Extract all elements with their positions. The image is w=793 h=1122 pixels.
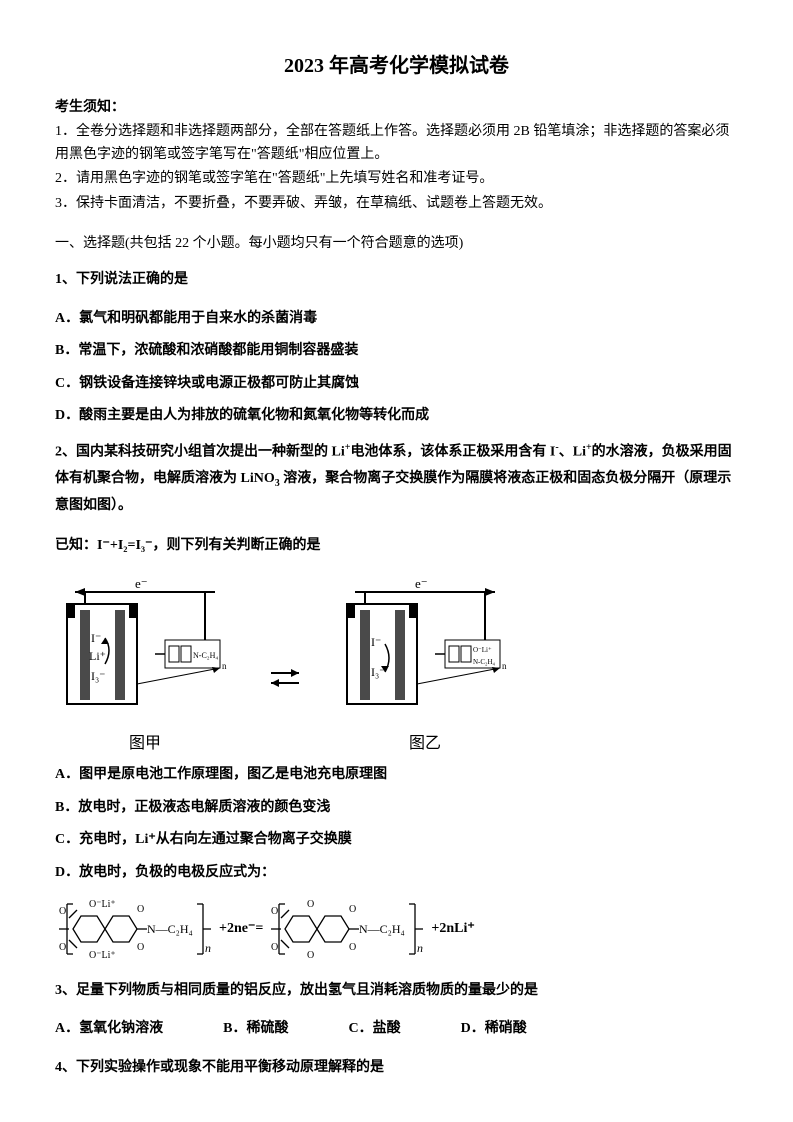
q2-stem: 2、国内某科技研究小组首次提出一种新型的 Li+电池体系，该体系正极采用含有 I… (55, 438, 738, 520)
section1-header: 一、选择题(共包括 22 个小题。每小题均只有一个符合题意的选项) (55, 233, 738, 255)
q2-stem-p3: 、Li (559, 444, 586, 459)
q2-option-b: B．放电时，正极液态电解质溶液的颜色变浅 (55, 797, 738, 819)
q2-formula: O O O⁻Li⁺ O⁻Li⁺ N—C₂H₄ O O n +2ne⁻= O O … (55, 894, 738, 964)
q1-stem: 1、下列说法正确的是 (55, 267, 738, 294)
svg-text:N-C₂H₄: N-C₂H₄ (473, 658, 496, 666)
svg-text:O: O (137, 904, 144, 915)
svg-text:O: O (349, 942, 356, 953)
svg-text:O: O (59, 942, 66, 953)
q2-figure-jia: e⁻ I⁻ Li⁺ I₃⁻ N-C₂H₄ n (55, 574, 235, 757)
svg-text:O⁻Li⁺: O⁻Li⁺ (89, 899, 116, 910)
svg-text:O: O (271, 942, 278, 953)
q4-stem: 4、下列实验操作或现象不能用平衡移动原理解释的是 (55, 1055, 738, 1082)
instruction-3: 3．保持卡面清洁，不要折叠，不要弄破、弄皱，在草稿纸、试题卷上答题无效。 (55, 193, 738, 215)
svg-text:n: n (417, 941, 423, 955)
q3-stem: 3、足量下列物质与相同质量的铝反应，放出氢气且消耗溶质物质的量最少的是 (55, 978, 738, 1005)
q3-option-b: B．稀硫酸 (223, 1018, 288, 1040)
svg-text:O⁻Li⁺: O⁻Li⁺ (473, 646, 492, 654)
equilibrium-arrows-icon (265, 601, 305, 756)
q2-option-a: A．图甲是原电池工作原理图，图乙是电池充电原理图 (55, 764, 738, 786)
page-title: 2023 年高考化学模拟试卷 (55, 50, 738, 82)
cell-diagram-jia: e⁻ I⁻ Li⁺ I₃⁻ N-C₂H₄ n (55, 574, 235, 729)
q2-option-d: D．放电时，负极的电极反应式为： (55, 862, 738, 884)
q1-option-d: D．酸雨主要是由人为排放的硫氧化物和氮氧化物等转化而成 (55, 405, 738, 427)
q3-option-a: A．氢氧化钠溶液 (55, 1018, 163, 1040)
q3-option-c: C．盐酸 (348, 1018, 400, 1040)
svg-text:n: n (222, 661, 227, 671)
q1-option-b: B．常温下，浓硫酸和浓硝酸都能用铜制容器盛装 (55, 340, 738, 362)
instruction-1: 1．全卷分选择题和非选择题两部分，全部在答题纸上作答。选择题必须用 2B 铅笔填… (55, 121, 738, 166)
svg-text:N—C₂H₄: N—C₂H₄ (147, 922, 193, 936)
q2-stem-p2: 电池体系，该体系正极采用含有 I (350, 444, 555, 459)
svg-text:I⁻: I⁻ (371, 635, 381, 649)
svg-text:O: O (137, 942, 144, 953)
q2-known: 已知：I⁻+I₂=I₃⁻，则下列有关判断正确的是 (55, 533, 738, 560)
svg-text:I₃⁻: I₃⁻ (91, 669, 106, 683)
q1-option-c: C．钢铁设备连接锌块或电源正极都可防止其腐蚀 (55, 373, 738, 395)
cell-diagram-yi: e⁻ I⁻ I₃⁻ O⁻Li⁺ N-C₂H₄ n (335, 574, 515, 729)
q1-option-a: A．氯气和明矾都能用于自来水的杀菌消毒 (55, 308, 738, 330)
q2-stem-p1: 2、国内某科技研究小组首次提出一种新型的 Li (55, 444, 345, 459)
svg-text:O: O (307, 899, 314, 910)
polymer-molecule-left: O O O⁻Li⁺ O⁻Li⁺ N—C₂H₄ O O n (55, 894, 215, 964)
svg-text:O: O (349, 904, 356, 915)
svg-text:O⁻Li⁺: O⁻Li⁺ (89, 950, 116, 961)
svg-text:n: n (502, 661, 507, 671)
polymer-molecule-right: O O O O N—C₂H₄ O O n (267, 894, 427, 964)
q2-figures: e⁻ I⁻ Li⁺ I₃⁻ N-C₂H₄ n (55, 574, 738, 757)
q2-option-c: C．充电时，Li⁺从右向左通过聚合物离子交换膜 (55, 829, 738, 851)
instructions-header: 考生须知： (55, 97, 738, 119)
svg-text:e⁻: e⁻ (415, 576, 428, 591)
svg-text:O: O (59, 906, 66, 917)
svg-text:Li⁺: Li⁺ (89, 649, 106, 663)
q3-option-d: D．稀硝酸 (461, 1018, 527, 1040)
q2-figure-yi: e⁻ I⁻ I₃⁻ O⁻Li⁺ N-C₂H₄ n 图乙 (335, 574, 515, 757)
svg-text:O: O (271, 906, 278, 917)
instruction-2: 2．请用黑色字迹的钢笔或签字笔在"答题纸"上先填写姓名和准考证号。 (55, 168, 738, 190)
formula-middle: +2ne⁻= (219, 918, 263, 940)
svg-text:I⁻: I⁻ (91, 631, 101, 645)
svg-text:n: n (205, 941, 211, 955)
svg-text:e⁻: e⁻ (135, 576, 148, 591)
fig-yi-caption: 图乙 (409, 731, 441, 757)
formula-tail: +2nLi⁺ (431, 918, 474, 940)
fig-jia-caption: 图甲 (129, 731, 161, 757)
svg-text:N-C₂H₄: N-C₂H₄ (193, 651, 218, 660)
q3-options: A．氢氧化钠溶液 B．稀硫酸 C．盐酸 D．稀硝酸 (55, 1018, 738, 1040)
svg-text:N—C₂H₄: N—C₂H₄ (359, 922, 405, 936)
svg-text:O: O (307, 950, 314, 961)
